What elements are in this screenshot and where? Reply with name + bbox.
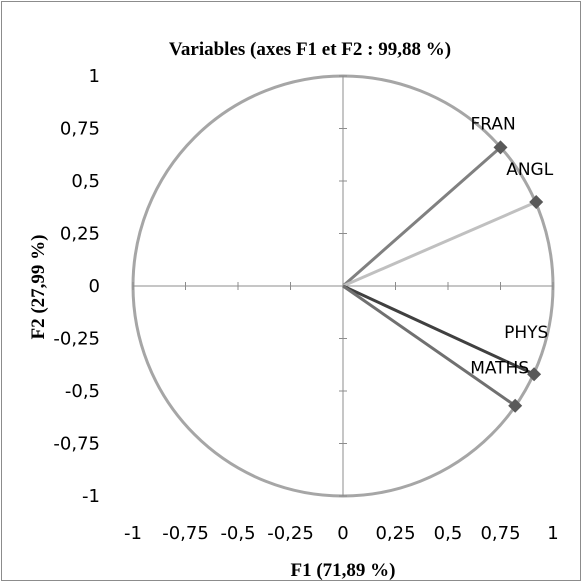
x-tick-label: 0,5	[434, 523, 463, 544]
x-tick-label: 0,25	[375, 523, 415, 544]
x-tick-label: -1	[124, 523, 142, 544]
marker-angl	[529, 195, 544, 209]
y-tick-label: 0,25	[60, 224, 100, 245]
label-angl: ANGL	[506, 160, 554, 180]
vector-maths	[342, 284, 517, 407]
marker-fran	[493, 140, 508, 155]
y-tick-label: -0,5	[65, 381, 100, 402]
y-tick-label: 1	[89, 66, 100, 87]
y-tick-label: -0,75	[53, 434, 100, 455]
vector-phys	[342, 284, 535, 376]
x-tick-label: -0,75	[162, 523, 209, 544]
vector-fran	[342, 146, 502, 288]
vector-angl	[342, 200, 537, 288]
x-tick-label: 0,75	[480, 523, 520, 544]
marker-phys	[527, 367, 542, 382]
y-tick-label: 0,5	[71, 171, 100, 192]
y-tick-label: -0,25	[53, 329, 100, 350]
marker-maths	[508, 398, 523, 413]
label-maths: MATHS	[470, 359, 529, 379]
x-tick-label: 1	[547, 523, 558, 544]
chart-title: Variables (axes F1 et F2 : 99,88 %)	[169, 39, 451, 60]
plot-area: -1 -0,75 -0,5 -0,25 0 0,25 0,5 0,75 1 -1 -0,75 -0,5…	[53, 66, 558, 544]
x-tick-label: -0,25	[267, 523, 314, 544]
label-phys: PHYS	[504, 323, 548, 343]
y-axis-title: F2 (27,99 %)	[28, 234, 49, 339]
y-tick-label: 0,75	[60, 119, 100, 140]
y-tick-label: -1	[82, 486, 100, 507]
x-tick-label: -0,5	[220, 523, 255, 544]
label-fran: FRAN	[471, 114, 516, 134]
x-tick-label: 0	[337, 523, 348, 544]
x-axis-title: F1 (71,89 %)	[290, 560, 395, 581]
y-tick-label: 0	[89, 276, 100, 297]
